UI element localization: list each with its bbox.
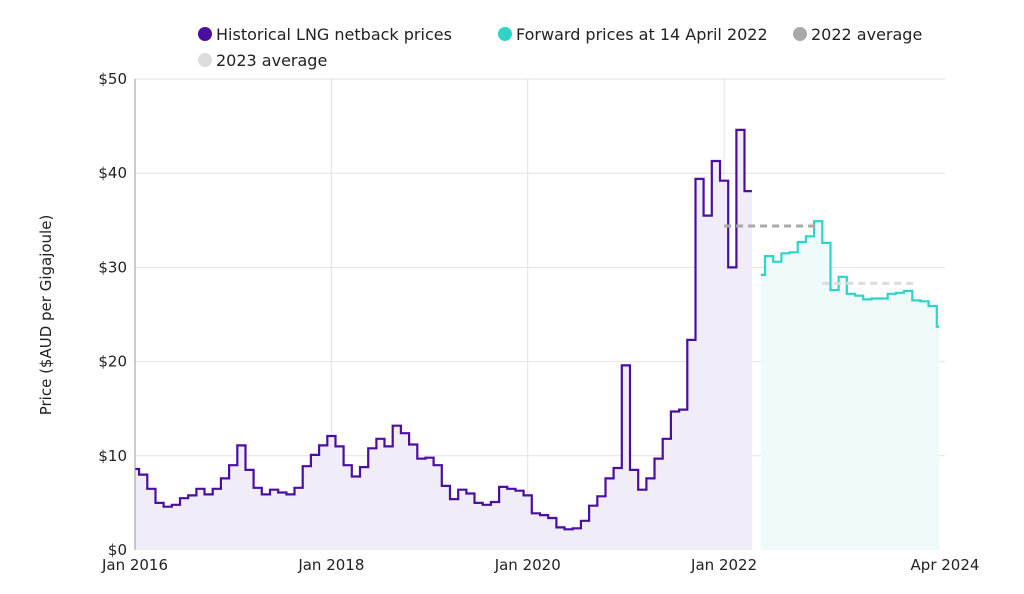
legend-label: Historical LNG netback prices [216,25,452,44]
y-tick-label: $10 [98,447,127,465]
legend-label: 2022 average [811,25,922,44]
x-tick-label: Jan 2016 [101,556,168,574]
y-tick-label: $50 [98,70,127,88]
gridlines [135,78,945,550]
axes: $0 $10 $20 $30 $40 $50 Jan 2016 Jan 2018 Jan 202… [98,70,979,574]
y-tick-label: $0 [108,541,127,559]
y-tick-label: $30 [98,258,127,276]
x-tick-label: Jan 2018 [297,556,364,574]
x-tick-label: Jan 2022 [690,556,757,574]
x-tick-label: Jan 2020 [494,556,561,574]
legend-label: 2023 average [216,51,327,70]
legend-historical: Historical LNG netback prices [198,25,452,44]
historical-price-line [135,128,752,531]
legend-2022-average: 2022 average [793,25,922,44]
historical-area-fill [135,129,752,550]
legend-2023-average: 2023 average [198,51,327,70]
area-fills [135,129,940,550]
legend-swatch-icon [498,27,512,41]
legend-forward: Forward prices at 14 April 2022 [498,25,768,44]
legend-swatch-icon [198,27,212,41]
legend-swatch-icon [793,27,807,41]
series-lines [135,128,940,531]
legend-label: Forward prices at 14 April 2022 [516,25,768,44]
forward-area-fill [760,221,940,550]
legend-swatch-icon [198,53,212,67]
forward-price-line [760,220,940,328]
y-tick-label: $40 [98,164,127,182]
legend: Historical LNG netback prices Forward pri… [198,25,922,70]
y-axis-label: Price ($AUD per Gigajoule) [37,215,55,416]
x-tick-label: Apr 2024 [911,556,980,574]
y-tick-label: $20 [98,353,127,371]
